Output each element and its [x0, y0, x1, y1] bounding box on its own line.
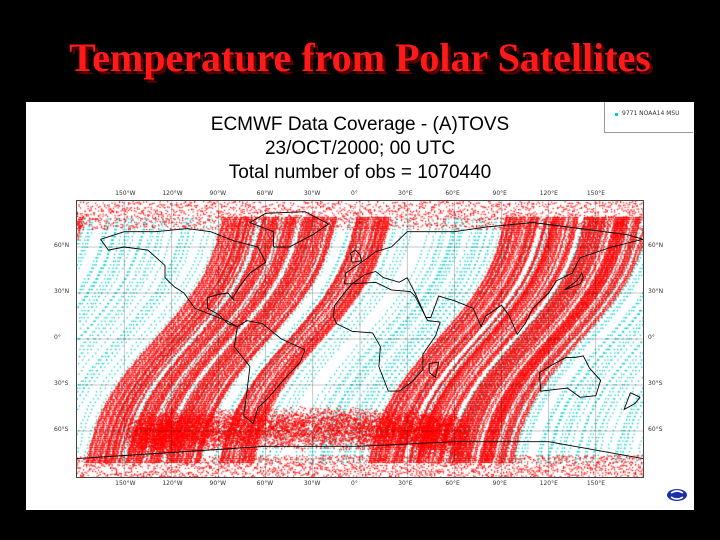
lon-tick-label-top: 150°E [586, 190, 606, 197]
lat-tick-label-right: 60°N [648, 242, 664, 249]
coastline [564, 272, 584, 291]
lat-tick-label-left: 30°N [54, 288, 70, 295]
coastline [100, 228, 267, 328]
lon-tick-label-bottom: 30°E [398, 480, 413, 487]
legend-label: 9771 NOAA14 MSU [622, 110, 680, 117]
lat-tick-label-left: 30°S [54, 380, 69, 387]
lat-tick-label-left: 60°N [54, 242, 70, 249]
lon-tick-label-top: 30°W [303, 190, 321, 197]
lon-tick-label-top: 150°W [115, 190, 136, 197]
legend-swatch [615, 113, 618, 116]
coastline [233, 320, 306, 425]
slide-title: Temperature from Polar Satellites [69, 35, 651, 80]
map-panel: 9771 NOAA14 MSU ECMWF Data Coverage - (A… [26, 102, 694, 510]
lon-tick-label-bottom: 120°E [539, 480, 558, 487]
lon-tick-label-bottom: 120°W [162, 480, 183, 487]
lat-tick-label-right: 30°N [648, 288, 664, 295]
ecmwf-logo [667, 489, 687, 501]
lat-tick-label-right: 30°S [648, 380, 663, 387]
coastline [538, 355, 602, 398]
coastline [428, 361, 440, 379]
lon-tick-label-top: 60°W [256, 190, 274, 197]
lon-tick-label-bottom: 90°E [492, 480, 507, 487]
lat-tick-label-right: 0° [648, 334, 655, 341]
coastline [350, 249, 363, 263]
lat-tick-label-right: 60°S [648, 426, 663, 433]
lon-tick-label-bottom: 60°E [445, 480, 460, 487]
map-header-line1: ECMWF Data Coverage - (A)TOVS [210, 114, 510, 135]
lon-tick-label-top: 0° [351, 190, 358, 197]
lon-tick-label-bottom: 0° [351, 480, 358, 487]
coastline [623, 392, 641, 411]
lon-tick-label-bottom: 150°W [115, 480, 136, 487]
lon-tick-label-bottom: 90°W [209, 480, 227, 487]
legend-box: 9771 NOAA14 MSU [604, 102, 693, 133]
map-overlay [77, 201, 643, 477]
map-header-line3: Total number of obs = 1070440 [228, 162, 492, 183]
lon-tick-label-bottom: 150°E [586, 480, 606, 487]
lon-tick-label-bottom: 30°W [303, 480, 321, 487]
coastline [77, 441, 643, 460]
lat-tick-label-left: 0° [54, 334, 61, 341]
lon-tick-label-top: 60°E [445, 190, 460, 197]
lon-tick-label-top: 30°E [398, 190, 413, 197]
lat-tick-label-left: 60°S [54, 426, 69, 433]
coverage-map [76, 200, 644, 478]
lon-tick-label-top: 120°E [539, 190, 558, 197]
coastline [248, 211, 330, 248]
coastline [332, 281, 441, 392]
map-header-line2: 23/OCT/2000; 00 UTC [264, 138, 456, 159]
coastline [343, 222, 643, 336]
lon-tick-label-top: 90°W [209, 190, 227, 197]
lon-tick-label-top: 90°E [492, 190, 507, 197]
lon-tick-label-top: 120°W [162, 190, 183, 197]
lon-tick-label-bottom: 60°W [256, 480, 274, 487]
